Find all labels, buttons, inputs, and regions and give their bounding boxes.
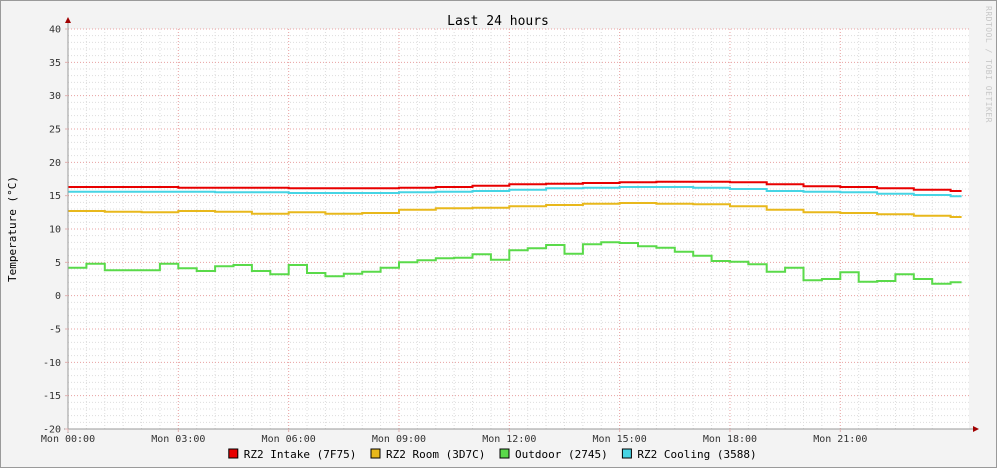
x-tick-label: Mon 21:00 xyxy=(813,434,867,445)
x-tick-label: Mon 00:00 xyxy=(41,434,95,445)
y-tick-label: 35 xyxy=(49,58,61,69)
series-line-2 xyxy=(68,241,962,285)
y-tick-label: -15 xyxy=(43,391,61,402)
series-line-1 xyxy=(68,202,962,218)
y-axis-label: Temperature (°C) xyxy=(6,176,19,282)
x-tick-label: Mon 09:00 xyxy=(372,434,426,445)
legend-label: Outdoor (2745) xyxy=(515,448,608,461)
y-tick-label: -5 xyxy=(49,325,61,336)
x-tick-label: Mon 03:00 xyxy=(151,434,205,445)
y-axis-arrow xyxy=(65,17,71,23)
legend-label: RZ2 Room (3D7C) xyxy=(386,448,485,461)
x-tick-label: Mon 15:00 xyxy=(593,434,647,445)
y-tick-label: 20 xyxy=(49,158,61,169)
grid-major xyxy=(67,28,969,430)
y-tick-label: 25 xyxy=(49,125,61,136)
legend-item-2: Outdoor (2745) xyxy=(499,448,608,461)
series-line-3 xyxy=(68,186,962,198)
y-tick-label: 15 xyxy=(49,191,61,202)
y-tick-label: 30 xyxy=(49,91,61,102)
x-tick-label: Mon 18:00 xyxy=(703,434,757,445)
x-tick-label: Mon 12:00 xyxy=(482,434,536,445)
legend-swatch xyxy=(370,448,381,459)
legend-swatch xyxy=(499,448,510,459)
legend-item-1: RZ2 Room (3D7C) xyxy=(370,448,485,461)
x-axis-arrow xyxy=(973,426,979,432)
series-line-0 xyxy=(68,180,962,192)
series-layer xyxy=(68,180,962,285)
legend-label: RZ2 Intake (7F75) xyxy=(244,448,357,461)
legend-item-3: RZ2 Cooling (3588) xyxy=(621,448,757,461)
y-tick-label: 10 xyxy=(49,225,61,236)
x-tick-label: Mon 06:00 xyxy=(262,434,316,445)
y-tick-label: 40 xyxy=(49,25,61,36)
y-tick-label: 0 xyxy=(55,291,61,302)
y-tick-label: 5 xyxy=(55,258,61,269)
legend: RZ2 Intake (7F75) RZ2 Room (3D7C) Outdoor … xyxy=(228,448,757,461)
axes-layer xyxy=(64,17,979,433)
legend-swatch xyxy=(228,448,239,459)
y-tick-label: -10 xyxy=(43,358,61,369)
chart-title: Last 24 hours xyxy=(447,14,549,29)
rrdtool-watermark: RRDTOOL / TOBI OETIKER xyxy=(984,6,993,123)
legend-label: RZ2 Cooling (3588) xyxy=(637,448,756,461)
legend-swatch xyxy=(621,448,632,459)
legend-item-0: RZ2 Intake (7F75) xyxy=(228,448,357,461)
y-tick-label: -20 xyxy=(43,425,61,436)
